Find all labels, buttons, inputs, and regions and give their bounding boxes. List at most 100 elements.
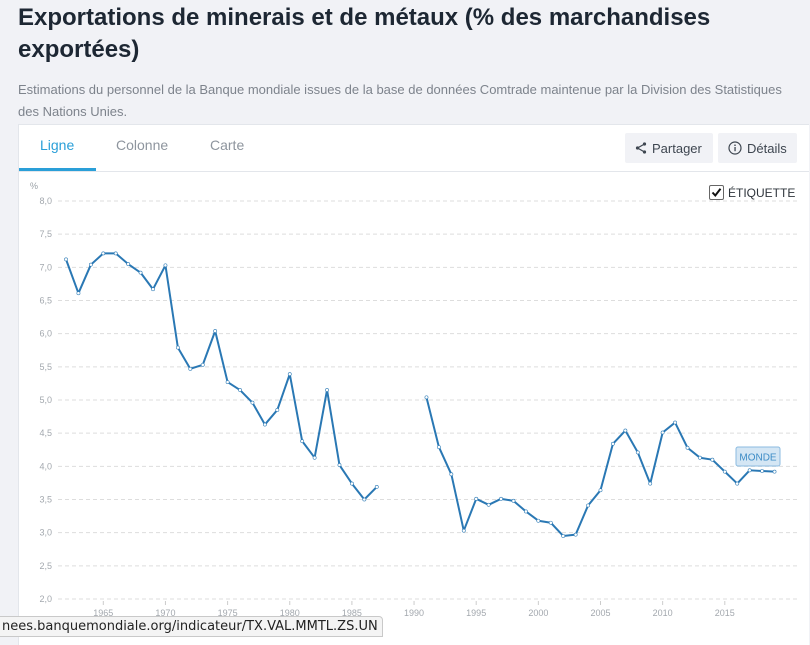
data-point: [573, 532, 578, 537]
y-tick-label: 3,5: [39, 495, 52, 505]
details-label: Détails: [747, 140, 787, 156]
x-tick-label: 1990: [404, 608, 424, 618]
gridlines: [58, 200, 800, 600]
data-point: [561, 534, 566, 538]
share-button[interactable]: Partager: [625, 133, 713, 163]
data-point: [374, 484, 379, 489]
y-tick-label: 3,0: [39, 528, 52, 538]
data-point: [250, 400, 255, 405]
data-point: [685, 445, 690, 450]
data-point: [548, 520, 553, 525]
data-point: [349, 481, 354, 486]
data-point: [238, 388, 242, 392]
label-checkbox[interactable]: [709, 185, 724, 200]
tab-carte[interactable]: Carte: [210, 137, 245, 153]
y-tick-label: 5,0: [39, 395, 52, 405]
data-point: [611, 441, 615, 446]
data-point: [760, 469, 764, 473]
y-tick-label: 2,0: [39, 594, 52, 604]
y-tick-label: 8,0: [39, 196, 52, 206]
data-point: [673, 420, 677, 425]
data-point: [325, 388, 329, 392]
y-tick-label: 2,5: [39, 561, 52, 571]
tab-ligne[interactable]: Ligne: [40, 137, 75, 153]
label-toggle[interactable]: ÉTIQUETTE: [709, 185, 795, 200]
series-label: MONDE: [735, 446, 781, 467]
data-point: [126, 262, 131, 266]
data-point: [486, 502, 491, 507]
data-point: [735, 481, 740, 486]
y-axis-ticks: 2,0 2,5 3,0 3,5 4,0 4,5 5,0 5,5 6,0 6,5 7,0 7,5 8,0: [39, 196, 52, 604]
info-icon: [728, 141, 742, 155]
x-tick-label: 2010: [653, 608, 673, 618]
y-tick-label: 5,5: [39, 362, 52, 372]
status-url: nees.banquemondiale.org/indicateur/TX.VA…: [0, 616, 383, 637]
data-point: [747, 468, 752, 473]
data-point: [262, 422, 267, 427]
y-tick-label: 4,0: [39, 461, 52, 471]
series-label-box: [735, 446, 781, 467]
x-tick-label: 1965: [93, 608, 113, 618]
data-point: [138, 270, 143, 275]
data-point: [499, 496, 503, 501]
share-label: Partager: [652, 140, 702, 156]
chart-type-tabs: Ligne Colonne Carte Partager Détails: [19, 125, 809, 172]
y-tick-label: 6,5: [39, 296, 52, 306]
tab-colonne[interactable]: Colonne: [116, 137, 169, 153]
page-subtitle: Estimations du personnel de la Banque mo…: [18, 82, 782, 119]
data-point: [461, 528, 466, 533]
data-point: [300, 439, 305, 444]
data-point: [710, 457, 715, 462]
data-point: [337, 463, 342, 467]
data-point: [287, 372, 292, 377]
data-point: [437, 445, 441, 449]
data-point: [88, 262, 93, 267]
data-point: [275, 408, 280, 412]
data-point: [424, 395, 429, 400]
data-point: [586, 503, 590, 508]
data-point: [163, 263, 168, 268]
x-tick-label: 1980: [280, 608, 300, 618]
x-tick-label: 1970: [155, 608, 175, 618]
data-point: [722, 469, 727, 474]
y-tick-label: 4,5: [39, 428, 52, 438]
x-tick-label: 2000: [528, 608, 548, 618]
data-point: [213, 329, 218, 333]
data-point: [524, 509, 528, 514]
x-axis-ticks: 1965 1970 1975 1980 1985 1990 1995 2000 2005 2010…: [93, 601, 735, 618]
data-point: [188, 366, 193, 371]
data-point: [660, 430, 665, 435]
checkmark-icon: [711, 188, 722, 198]
y-tick-label: 7,5: [39, 229, 52, 239]
data-point: [151, 287, 155, 292]
page-title: Exportations de minerais et de métaux (%…: [18, 4, 711, 63]
data-point: [312, 455, 317, 460]
data-point: [64, 257, 68, 262]
data-point: [511, 498, 516, 503]
share-icon: [635, 142, 647, 154]
data-point: [598, 488, 603, 493]
series-label-text: MONDE: [739, 453, 777, 464]
data-point: [536, 518, 541, 523]
data-point: [362, 497, 367, 502]
y-tick-label: 6,0: [39, 329, 52, 339]
chart-card: Ligne Colonne Carte Partager Détails: [18, 124, 809, 645]
data-point: [772, 469, 777, 474]
series-monde: [64, 251, 777, 538]
data-point: [101, 251, 106, 256]
details-button[interactable]: Détails: [718, 133, 797, 163]
data-point: [698, 455, 702, 460]
x-tick-label: 1995: [466, 608, 486, 618]
series-line-segment: [65, 252, 378, 501]
data-point: [113, 251, 118, 256]
data-point: [225, 380, 230, 384]
data-point: [76, 291, 81, 296]
x-tick-label: 1975: [218, 608, 238, 618]
x-tick-label: 2005: [590, 608, 610, 618]
data-point: [449, 472, 454, 477]
y-tick-label: 7,0: [39, 262, 52, 272]
label-toggle-text: ÉTIQUETTE: [728, 185, 796, 200]
data-point: [175, 345, 180, 350]
x-tick-label: 1985: [342, 608, 362, 618]
y-axis-label: %: [30, 181, 38, 191]
